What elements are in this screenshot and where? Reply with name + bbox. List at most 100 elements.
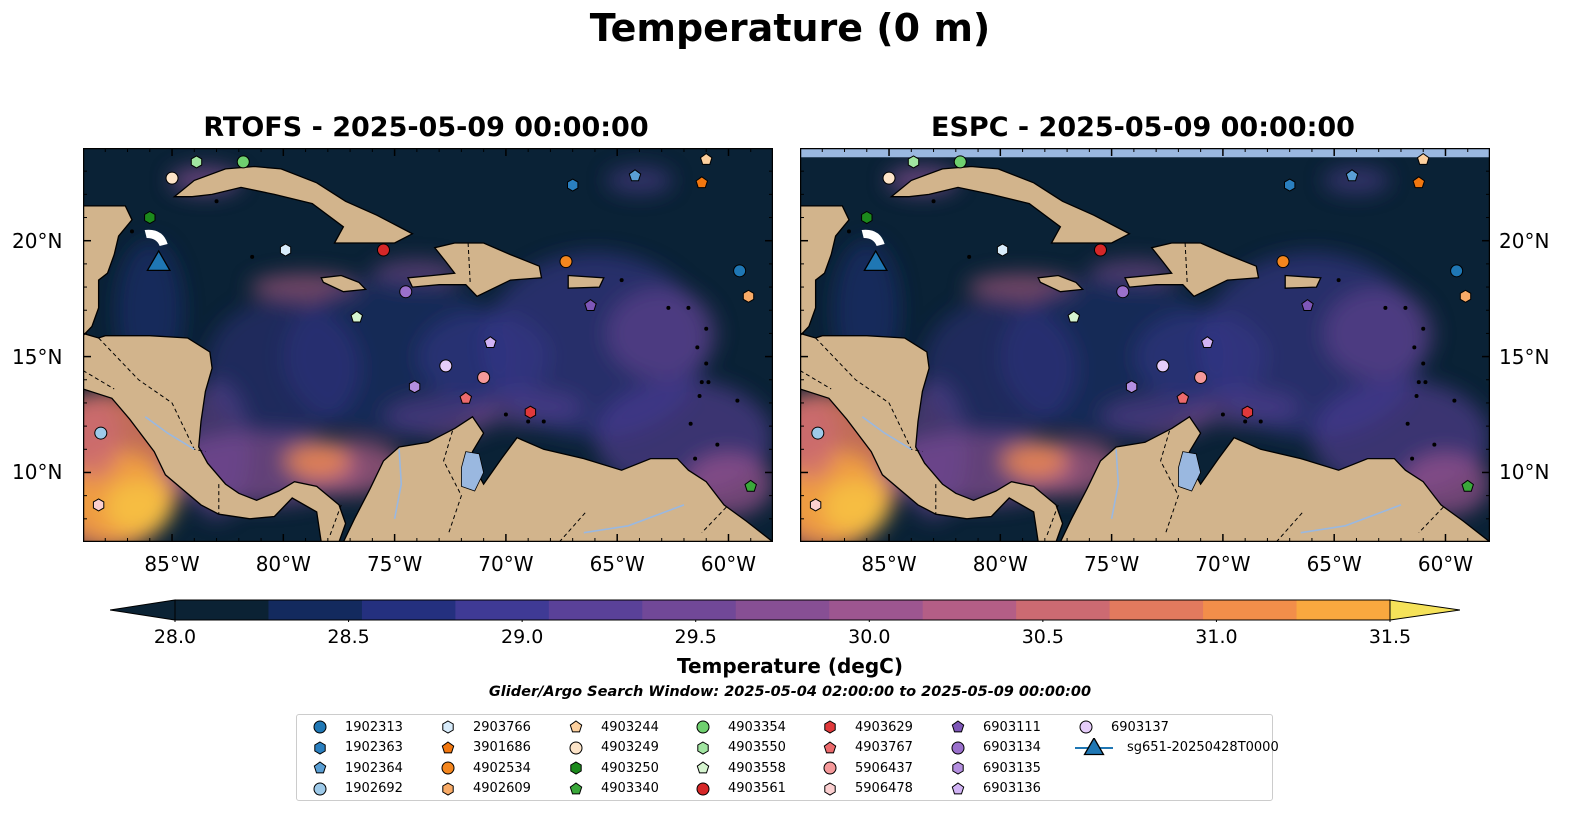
panel-title-rtofs: RTOFS - 2025-05-09 00:00:00 <box>203 112 649 143</box>
marker-4902609[interactable] <box>742 289 755 303</box>
colorbar-bin <box>829 600 924 620</box>
marker-4903561[interactable] <box>1093 243 1107 257</box>
marker-6903136[interactable] <box>484 336 497 348</box>
marker-4902534[interactable] <box>1276 255 1290 269</box>
colorbar-bin <box>361 600 456 620</box>
marker-4903249[interactable] <box>165 171 179 185</box>
legend-item-4903767: 4903767 <box>819 738 913 758</box>
marker-5906437[interactable] <box>477 370 491 384</box>
legend-marker-icon <box>696 761 710 774</box>
marker-4903550[interactable] <box>190 155 203 169</box>
marker-1902692[interactable] <box>94 426 108 440</box>
marker-6903137[interactable] <box>439 359 453 373</box>
island <box>688 421 693 426</box>
legend-marker-icon <box>697 740 709 755</box>
legend-label: 6903135 <box>983 760 1041 776</box>
legend-item-4903629: 4903629 <box>819 717 913 737</box>
legend-marker-icon <box>696 720 710 734</box>
marker-4902534[interactable] <box>559 255 573 269</box>
marker-6903111[interactable] <box>584 298 597 311</box>
legend-item-6903135: 6903135 <box>947 758 1041 778</box>
island <box>697 393 702 398</box>
legend-marker-icon <box>441 740 455 753</box>
land-jamaica <box>1037 274 1085 293</box>
marker-4903354[interactable] <box>953 155 967 169</box>
marker-1902364[interactable] <box>1345 169 1359 182</box>
land-south-america <box>342 415 773 542</box>
legend: 1902313 1902363 1902364 1902692 2903766 39016… <box>296 714 1279 801</box>
marker-5906478[interactable] <box>92 498 105 512</box>
marker-2903766[interactable] <box>996 243 1009 257</box>
island <box>1432 442 1437 447</box>
marker-4903354[interactable] <box>236 155 250 169</box>
legend-label: sg651-20250428T0000 <box>1127 740 1279 755</box>
marker-4903250[interactable] <box>861 210 873 225</box>
river <box>144 416 195 450</box>
land-cuba <box>172 165 414 244</box>
marker-6903135[interactable] <box>1125 380 1138 394</box>
marker-6903137[interactable] <box>1156 359 1170 373</box>
marker-1902313[interactable] <box>733 264 747 278</box>
marker-4903767[interactable] <box>459 391 473 404</box>
marker-6903135[interactable] <box>408 380 421 394</box>
marker-3901686[interactable] <box>1412 176 1426 189</box>
legend-item-4903354: 4903354 <box>692 717 786 737</box>
island <box>704 326 709 331</box>
marker-4903340[interactable] <box>1461 479 1474 492</box>
legend-marker-icon <box>313 782 327 795</box>
marker-6903136[interactable] <box>1201 336 1214 348</box>
island <box>1410 456 1415 461</box>
lake-maracaibo <box>460 451 485 492</box>
glider-track <box>144 229 168 246</box>
marker-4903340[interactable] <box>744 479 757 492</box>
marker-3901686[interactable] <box>695 176 709 189</box>
marker-4903558[interactable] <box>1067 310 1081 323</box>
legend-marker-icon <box>441 761 455 775</box>
marker-1902692[interactable] <box>811 426 825 440</box>
marker-4903250[interactable] <box>144 210 156 225</box>
marker-4903629[interactable] <box>524 405 537 419</box>
legend-marker-icon <box>313 720 327 734</box>
marker-5906478[interactable] <box>809 498 822 512</box>
island <box>699 380 704 385</box>
marker-2903766[interactable] <box>279 243 292 257</box>
legend-item-4903250: 4903250 <box>565 758 659 778</box>
marker-1902363[interactable] <box>567 178 579 192</box>
marker-1902313[interactable] <box>1450 264 1464 278</box>
island <box>1403 305 1408 310</box>
island <box>1220 412 1225 417</box>
legend-marker-icon <box>442 781 454 796</box>
marker-4903249[interactable] <box>882 171 896 185</box>
marker-1902364[interactable] <box>628 169 642 182</box>
legend-label: 6903136 <box>983 781 1041 796</box>
marker-4902609[interactable] <box>1459 289 1472 303</box>
marker-6903111[interactable] <box>1301 298 1314 311</box>
island <box>1421 326 1426 331</box>
country-border <box>1046 504 1059 536</box>
marker-sg651-20250428T0000[interactable] <box>863 249 889 272</box>
marker-4903629[interactable] <box>1241 405 1254 419</box>
map-frame <box>800 148 1490 542</box>
marker-4903558[interactable] <box>350 310 364 323</box>
legend-label: 4903340 <box>601 781 659 796</box>
marker-6903134[interactable] <box>399 285 413 299</box>
island <box>1416 380 1421 385</box>
map-rtofs[interactable] <box>83 148 773 542</box>
legend-marker-icon <box>313 761 327 774</box>
marker-4903550[interactable] <box>907 155 920 169</box>
marker-1902363[interactable] <box>1284 178 1296 192</box>
legend-label: 4903629 <box>855 719 913 735</box>
marker-6903134[interactable] <box>1116 285 1130 299</box>
legend-item-sg651-20250428T0000: sg651-20250428T0000 <box>1075 737 1279 758</box>
marker-4903561[interactable] <box>376 243 390 257</box>
legend-marker-icon <box>569 741 583 754</box>
marker-4903767[interactable] <box>1176 391 1190 404</box>
marker-4903244[interactable] <box>699 152 713 165</box>
marker-5906437[interactable] <box>1194 370 1208 384</box>
land-hispaniola <box>1124 242 1260 298</box>
marker-sg651-20250428T0000[interactable] <box>146 249 172 272</box>
colorbar-tick-label: 29.5 <box>674 626 717 648</box>
map-espc[interactable] <box>800 148 1490 542</box>
marker-4903244[interactable] <box>1416 152 1430 165</box>
legend-label: 1902363 <box>345 740 403 755</box>
